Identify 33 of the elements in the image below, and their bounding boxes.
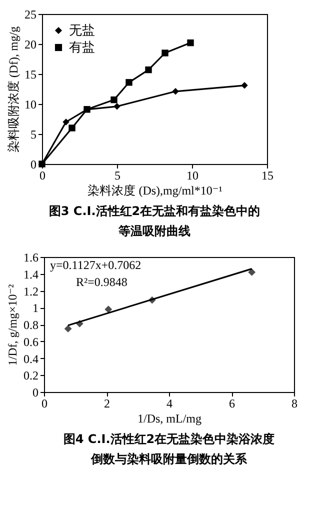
annotation: R²=0.9848 [76,275,128,289]
text: 图4 C.I.活性红2在无盐染色中染浴浓度倒数与染料吸附量倒数的关系 [63,432,275,466]
x-tick-label: 8 [292,396,298,410]
y-tick-label: 0.4 [24,352,38,366]
y-tick-label: 10 [24,98,36,112]
y-tick-label: 5 [30,128,36,142]
y-tick-label: 0.2 [24,368,38,383]
y-tick-label: 0 [32,386,38,400]
x-tick-label: 4 [166,396,172,410]
legend-label: 无盐 [69,22,95,38]
x-tick-label: 10 [186,168,198,182]
x-tick-label: 5 [114,168,120,182]
y-tick-label: 15 [24,68,36,82]
y-tick-label: 1.2 [24,284,38,298]
y-axis-title: 染料吸附浓度 (Df), mg/g [6,26,20,153]
y-tick-label: 20 [24,38,36,52]
y-tick-label: 1.6 [24,250,38,264]
text: 图3 C.I.活性红2在无盐和有盐染色中的等温吸附曲线 [48,204,260,238]
y-tick-label: 0.8 [24,318,38,332]
annotation: y=0.1127x+0.7062 [50,258,142,272]
x-tick-label: 0 [42,396,48,410]
x-axis-title: 1/Ds, mL/mg [137,412,202,426]
x-tick-label: 2 [104,396,110,410]
y-axis-title: 1/Df, g/mg×10⁻² [6,284,20,366]
y-tick-label: 25 [24,8,36,22]
x-tick-label: 15 [262,168,274,182]
x-tick-label: 6 [229,396,235,410]
y-tick-label: 0 [30,158,36,172]
y-tick-label: 1.4 [24,267,38,282]
y-tick-label: 0.6 [24,334,38,349]
x-axis-title: 染料浓度 (Ds),mg/ml*10⁻¹ [88,184,223,198]
y-tick-label: 1 [32,301,38,316]
legend-label: 有盐 [69,40,95,54]
